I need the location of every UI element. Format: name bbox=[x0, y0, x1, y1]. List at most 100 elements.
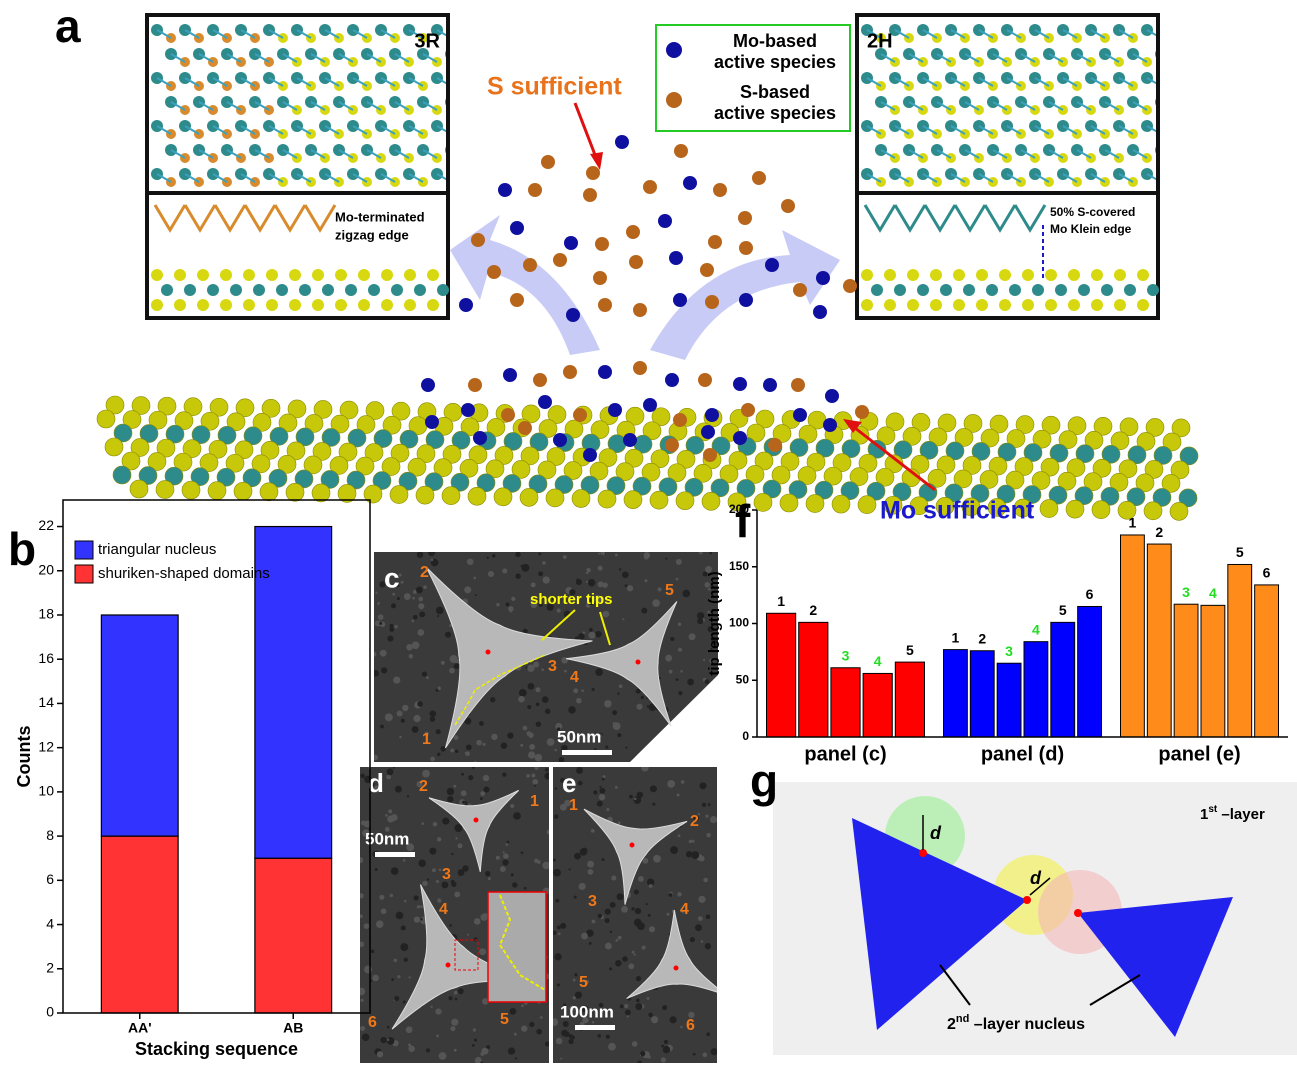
edge-label: zigzag edge bbox=[335, 227, 409, 242]
noise bbox=[377, 1051, 383, 1057]
atom bbox=[930, 269, 942, 281]
noise bbox=[542, 696, 549, 703]
noise bbox=[515, 573, 520, 578]
noise bbox=[606, 808, 609, 811]
bar bbox=[255, 858, 332, 1013]
legend-text: Mo-based bbox=[733, 31, 817, 51]
noise bbox=[393, 767, 395, 769]
atom bbox=[546, 489, 564, 507]
noise bbox=[670, 1016, 677, 1023]
species bbox=[825, 389, 839, 403]
noise bbox=[403, 1000, 406, 1003]
species bbox=[658, 214, 672, 228]
noise bbox=[576, 698, 582, 704]
noise bbox=[625, 1009, 631, 1015]
stacking-label: 2H bbox=[867, 30, 893, 52]
noise bbox=[702, 803, 706, 807]
panel-label: c bbox=[384, 562, 400, 593]
noise bbox=[543, 576, 550, 583]
atom bbox=[917, 284, 929, 296]
atom bbox=[1114, 269, 1126, 281]
atom bbox=[358, 269, 370, 281]
scale-bar-label: 100nm bbox=[560, 1002, 614, 1021]
noise bbox=[408, 1046, 414, 1052]
atom bbox=[289, 299, 301, 311]
noise bbox=[381, 667, 387, 673]
noise bbox=[677, 892, 681, 896]
species bbox=[752, 171, 766, 185]
atom bbox=[1045, 269, 1057, 281]
atom bbox=[1170, 105, 1180, 115]
noise bbox=[547, 738, 555, 746]
legend-text: active species bbox=[714, 103, 836, 123]
noise bbox=[387, 815, 394, 822]
atom bbox=[234, 482, 252, 500]
atom bbox=[963, 284, 975, 296]
noise bbox=[649, 926, 655, 932]
noise bbox=[502, 772, 506, 776]
noise bbox=[661, 1045, 664, 1048]
atom bbox=[253, 284, 265, 296]
atom bbox=[460, 57, 470, 67]
noise bbox=[646, 903, 648, 905]
noise bbox=[473, 577, 476, 580]
bar bbox=[1051, 622, 1075, 737]
scale-bar bbox=[575, 1025, 615, 1030]
noise bbox=[472, 1044, 475, 1047]
noise bbox=[637, 792, 643, 798]
bar-label: 6 bbox=[1086, 586, 1094, 602]
legend-swatch bbox=[75, 541, 93, 559]
noise bbox=[496, 603, 499, 606]
atom bbox=[151, 299, 163, 311]
noise bbox=[641, 608, 647, 614]
atom bbox=[1169, 24, 1181, 36]
noise bbox=[605, 943, 612, 950]
noise bbox=[541, 668, 544, 671]
noise bbox=[431, 559, 433, 561]
noise bbox=[502, 568, 507, 573]
species bbox=[528, 183, 542, 197]
atom bbox=[474, 177, 484, 187]
noise bbox=[526, 731, 531, 736]
noise bbox=[419, 611, 425, 617]
noise bbox=[574, 896, 577, 899]
noise bbox=[394, 996, 399, 1001]
species bbox=[425, 415, 439, 429]
species bbox=[791, 378, 805, 392]
noise bbox=[677, 793, 680, 796]
noise bbox=[586, 572, 589, 575]
bar-label: 3 bbox=[842, 647, 850, 663]
atom bbox=[676, 492, 694, 510]
tip-label: 5 bbox=[579, 974, 588, 991]
noise bbox=[680, 670, 683, 673]
noise bbox=[682, 590, 690, 598]
noise bbox=[576, 767, 583, 774]
noise bbox=[573, 688, 578, 693]
noise bbox=[647, 705, 649, 707]
legend-swatch bbox=[75, 565, 93, 583]
atom bbox=[312, 269, 324, 281]
noise bbox=[430, 1006, 432, 1008]
species bbox=[705, 295, 719, 309]
atom bbox=[335, 269, 347, 281]
panel-label: a bbox=[55, 0, 81, 52]
noise bbox=[588, 869, 594, 875]
noise bbox=[440, 746, 446, 752]
noise bbox=[418, 859, 426, 867]
noise bbox=[527, 705, 531, 709]
noise bbox=[406, 644, 413, 651]
species bbox=[793, 408, 807, 422]
annotation: S sufficient bbox=[487, 73, 622, 101]
noise bbox=[579, 883, 586, 890]
atom bbox=[1022, 269, 1034, 281]
panel-label: g bbox=[750, 755, 778, 807]
bar bbox=[1228, 564, 1252, 737]
noise bbox=[701, 940, 704, 943]
noise bbox=[648, 1013, 652, 1017]
noise bbox=[581, 933, 588, 940]
tip-label: 1 bbox=[530, 793, 539, 810]
noise bbox=[640, 1051, 645, 1056]
species bbox=[816, 271, 830, 285]
axis-title: Counts bbox=[14, 726, 34, 788]
atom bbox=[468, 487, 486, 505]
